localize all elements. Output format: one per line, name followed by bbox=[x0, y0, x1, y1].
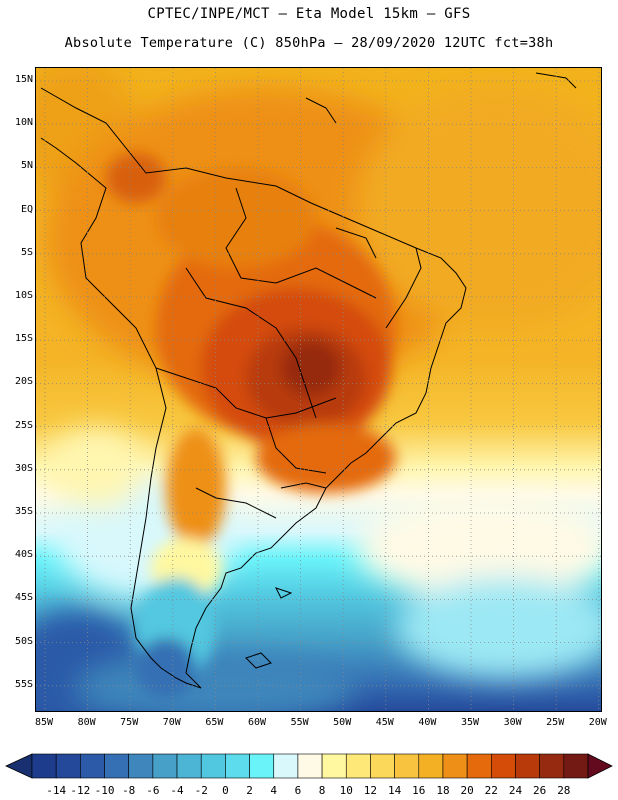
lat-label: 10S bbox=[14, 290, 33, 301]
colorbar-segment bbox=[176, 753, 202, 779]
lon-label: 20W bbox=[588, 717, 607, 728]
colorbar-tick-label: 26 bbox=[533, 784, 547, 797]
lat-label: 45S bbox=[14, 592, 33, 604]
colorbar-tick-label: 24 bbox=[508, 784, 523, 797]
lat-label: 20S bbox=[14, 376, 33, 388]
colorbar-tick-label: -14 bbox=[46, 784, 67, 797]
lat-label: 25S bbox=[14, 419, 33, 431]
colorbar-segment bbox=[225, 753, 250, 779]
colorbar-tick-label: 28 bbox=[557, 784, 571, 797]
colorbar-segment bbox=[394, 753, 420, 779]
colorbar-tick-label: 18 bbox=[436, 784, 450, 797]
lon-label: 25W bbox=[546, 717, 565, 728]
colorbar-segment bbox=[418, 753, 444, 779]
colorbar-segment bbox=[466, 753, 492, 779]
colorbar-tick-label: 2 bbox=[246, 784, 253, 797]
colorbar-segment bbox=[491, 753, 516, 779]
lon-label: 80W bbox=[77, 717, 96, 728]
colorbar-segment bbox=[249, 753, 275, 779]
lat-label: 15S bbox=[14, 333, 33, 345]
lat-label: 15N bbox=[14, 74, 33, 85]
colorbar-segment bbox=[80, 753, 105, 779]
colorbar-segment bbox=[370, 753, 395, 779]
lon-label: 40W bbox=[418, 717, 437, 728]
colorbar-tick-label: -4 bbox=[170, 784, 184, 797]
colorbar-tick-label: 16 bbox=[412, 784, 426, 797]
colorbar-segment bbox=[563, 753, 589, 779]
lon-label: 35W bbox=[460, 717, 480, 728]
colorbar-tick-label: 0 bbox=[222, 784, 229, 797]
colorbar-segment bbox=[273, 753, 299, 779]
map-panel bbox=[35, 67, 602, 712]
colorbar-tick-label: -6 bbox=[146, 784, 160, 797]
graticule bbox=[36, 68, 601, 711]
temperature-map bbox=[36, 68, 601, 711]
colorbar-tick-label: 14 bbox=[387, 784, 402, 797]
lon-label: 85W bbox=[34, 717, 54, 728]
lon-label: 75W bbox=[120, 717, 139, 728]
colorbar-tick-label: 20 bbox=[460, 784, 474, 797]
lon-label: 30W bbox=[503, 717, 522, 728]
colorbar-segment bbox=[345, 753, 371, 779]
colorbar-tick-label: 10 bbox=[339, 784, 353, 797]
colorbar-segment bbox=[128, 753, 154, 779]
lat-label: 5S bbox=[20, 246, 33, 258]
colorbar-tick-label: 8 bbox=[318, 784, 326, 797]
colorbar-segment bbox=[55, 753, 81, 779]
colorbar-segment bbox=[539, 753, 565, 779]
lon-label: 50W bbox=[333, 717, 352, 728]
lon-label: 45W bbox=[375, 717, 394, 728]
coastlines bbox=[40, 72, 577, 689]
colorbar-tick-label: 6 bbox=[294, 784, 302, 797]
colorbar-tick-label: -10 bbox=[94, 784, 115, 797]
lat-label: 55S bbox=[14, 678, 33, 690]
lat-label: 10N bbox=[14, 117, 33, 129]
colorbar-segment bbox=[200, 753, 226, 779]
colorbar bbox=[5, 753, 613, 779]
lon-label: 65W bbox=[205, 717, 224, 728]
lat-label: 40S bbox=[14, 549, 33, 561]
lon-label: 70W bbox=[162, 717, 181, 728]
lon-label: 55W bbox=[290, 717, 309, 728]
lat-label: 30S bbox=[14, 462, 33, 474]
map-title-line2: Absolute Temperature (C) 850hPa – 28/09/… bbox=[64, 35, 554, 51]
lat-label: 5N bbox=[20, 160, 33, 172]
colorbar-segment bbox=[321, 753, 347, 779]
lat-label: EQ bbox=[20, 203, 33, 215]
colorbar-over-arrow-icon bbox=[587, 753, 613, 779]
colorbar-tick-label: 22 bbox=[484, 784, 498, 797]
colorbar-segment bbox=[31, 753, 57, 779]
colorbar-tick-label: -2 bbox=[194, 784, 208, 797]
lon-label: 60W bbox=[247, 717, 267, 728]
lat-label: 35S bbox=[14, 506, 33, 517]
colorbar-segment bbox=[104, 753, 129, 779]
colorbar-segment bbox=[515, 753, 540, 779]
colorbar-tick-label: -8 bbox=[122, 784, 136, 797]
lat-label: 50S bbox=[14, 635, 33, 647]
colorbar-tick-label: -12 bbox=[70, 784, 91, 797]
colorbar-segment bbox=[152, 753, 178, 779]
map-title-line1: CPTEC/INPE/MCT – Eta Model 15km – GFS bbox=[147, 6, 471, 22]
colorbar-tick-label: 12 bbox=[363, 784, 378, 797]
colorbar-under-arrow-icon bbox=[5, 753, 33, 779]
colorbar-tick-label: 4 bbox=[270, 784, 278, 797]
colorbar-segment bbox=[442, 753, 468, 779]
colorbar-segment bbox=[297, 753, 323, 779]
